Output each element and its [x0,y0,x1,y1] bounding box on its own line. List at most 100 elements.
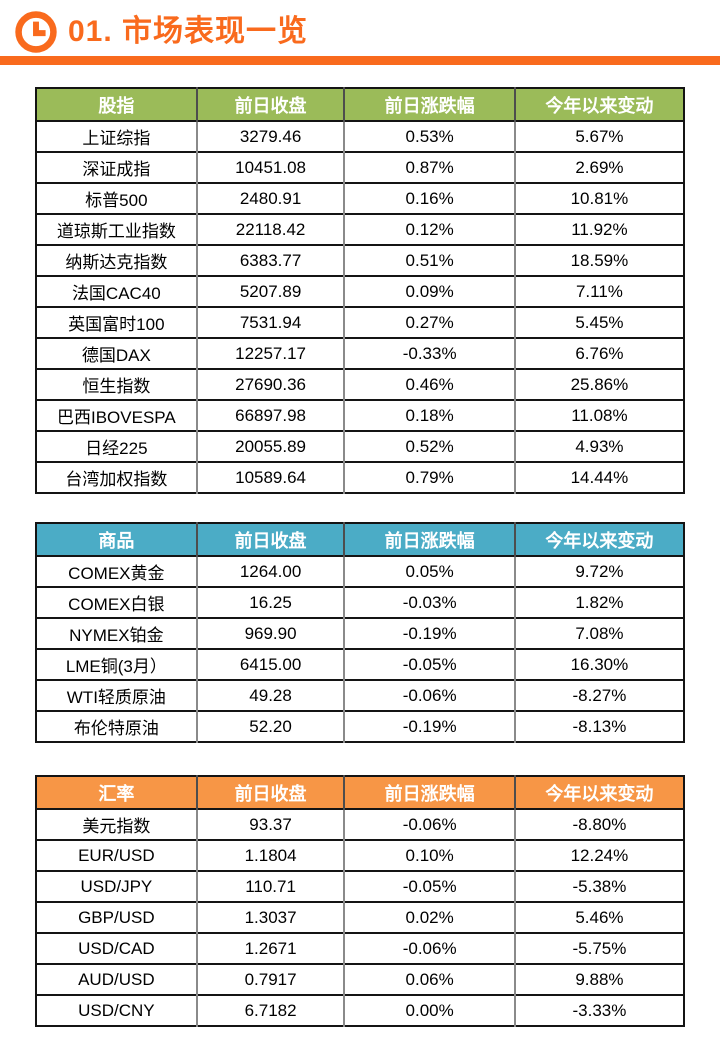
cell-value: 0.18% [343,399,515,431]
column-header: 今年以来变动 [513,776,684,809]
row-label: 德国DAX [36,337,197,369]
cell-value: 0.06% [343,963,515,995]
cell-value: 11.08% [513,399,684,431]
cell-value: 0.52% [343,430,515,462]
table-row: 美元指数 93.37 -0.06% -8.80% [36,808,684,840]
cell-value: -5.38% [513,870,684,902]
table-row: USD/CNY 6.7182 0.00% -3.33% [36,994,684,1026]
column-header: 今年以来变动 [513,523,684,556]
table-row: 道琼斯工业指数 22118.42 0.12% 11.92% [36,213,684,245]
row-label: 法国CAC40 [36,275,197,307]
column-header: 前日涨跌幅 [343,88,515,121]
cell-value: 1264.00 [195,555,345,587]
cell-value: 18.59% [513,244,684,276]
cell-value: -0.06% [343,808,515,840]
cell-value: 5207.89 [195,275,345,307]
cell-value: 2480.91 [195,182,345,214]
cell-value: 66897.98 [195,399,345,431]
cell-value: -0.19% [343,710,515,742]
table-row: NYMEX铂金 969.90 -0.19% 7.08% [36,617,684,649]
cell-value: 93.37 [195,808,345,840]
header-row: 商品 前日收盘 前日涨跌幅 今年以来变动 [36,523,684,556]
fx-rate-table-section: 汇率 前日收盘 前日涨跌幅 今年以来变动 美元指数 93.37 -0.06% -8.80% E… [35,775,685,1027]
cell-value: 16.25 [195,586,345,618]
cell-value: 5.46% [513,901,684,933]
fx-rate-table: 汇率 前日收盘 前日涨跌幅 今年以来变动 美元指数 93.37 -0.06% -8.80% E… [35,775,685,1027]
cell-value: 22118.42 [195,213,345,245]
row-label: 台湾加权指数 [36,461,197,493]
commodity-table: 商品 前日收盘 前日涨跌幅 今年以来变动 COMEX黄金 1264.00 0.05% 9.7… [35,522,685,743]
cell-value: 9.72% [513,555,684,587]
cell-value: -0.05% [343,648,515,680]
cell-value: 27690.36 [195,368,345,400]
table-row: 德国DAX 12257.17 -0.33% 6.76% [36,337,684,369]
row-label: 巴西IBOVESPA [36,399,197,431]
cell-value: 0.79% [343,461,515,493]
stock-index-table-section: 股指 前日收盘 前日涨跌幅 今年以来变动 上证综指 3279.46 0.53% 5.67% 深… [35,87,685,494]
cell-value: -8.13% [513,710,684,742]
column-header: 前日涨跌幅 [343,523,515,556]
table-row: COMEX白银 16.25 -0.03% 1.82% [36,586,684,618]
row-label: EUR/USD [36,839,197,871]
column-header: 汇率 [36,776,197,809]
row-label: 上证综指 [36,120,197,152]
table-row: 日经225 20055.89 0.52% 4.93% [36,430,684,462]
cell-value: 6.76% [513,337,684,369]
cell-value: 0.53% [343,120,515,152]
table-row: 上证综指 3279.46 0.53% 5.67% [36,120,684,152]
row-label: USD/CAD [36,932,197,964]
table-row: GBP/USD 1.3037 0.02% 5.46% [36,901,684,933]
column-header: 商品 [36,523,197,556]
row-label: 道琼斯工业指数 [36,213,197,245]
cell-value: 3279.46 [195,120,345,152]
row-label: 布伦特原油 [36,710,197,742]
cell-value: 0.51% [343,244,515,276]
column-header: 股指 [36,88,197,121]
table-row: USD/CAD 1.2671 -0.06% -5.75% [36,932,684,964]
cell-value: 6.7182 [195,994,345,1026]
cell-value: 0.12% [343,213,515,245]
row-label: USD/CNY [36,994,197,1026]
row-label: 日经225 [36,430,197,462]
table-row: AUD/USD 0.7917 0.06% 9.88% [36,963,684,995]
cell-value: -0.19% [343,617,515,649]
row-label: GBP/USD [36,901,197,933]
row-label: WTI轻质原油 [36,679,197,711]
cell-value: 0.7917 [195,963,345,995]
column-header: 前日收盘 [195,776,345,809]
header-row: 汇率 前日收盘 前日涨跌幅 今年以来变动 [36,776,684,809]
cell-value: 6383.77 [195,244,345,276]
cell-value: 25.86% [513,368,684,400]
cell-value: -0.06% [343,679,515,711]
cell-value: 52.20 [195,710,345,742]
cell-value: 11.92% [513,213,684,245]
table-row: LME铜(3月） 6415.00 -0.05% 16.30% [36,648,684,680]
cell-value: 2.69% [513,151,684,183]
cell-value: 0.09% [343,275,515,307]
cell-value: -0.03% [343,586,515,618]
cell-value: 0.16% [343,182,515,214]
cell-value: 0.10% [343,839,515,871]
table-row: 恒生指数 27690.36 0.46% 25.86% [36,368,684,400]
table-row: USD/JPY 110.71 -0.05% -5.38% [36,870,684,902]
cell-value: -8.27% [513,679,684,711]
cell-value: -0.06% [343,932,515,964]
cell-value: 10589.64 [195,461,345,493]
cell-value: 0.46% [343,368,515,400]
table-row: 巴西IBOVESPA 66897.98 0.18% 11.08% [36,399,684,431]
table-row: 台湾加权指数 10589.64 0.79% 14.44% [36,461,684,493]
table-row: 布伦特原油 52.20 -0.19% -8.13% [36,710,684,742]
column-header: 前日收盘 [195,88,345,121]
cell-value: 20055.89 [195,430,345,462]
cell-value: 6415.00 [195,648,345,680]
row-label: 纳斯达克指数 [36,244,197,276]
cell-value: 10.81% [513,182,684,214]
cell-value: 1.2671 [195,932,345,964]
row-label: 英国富时100 [36,306,197,338]
cell-value: 7.11% [513,275,684,307]
clock-icon [12,9,60,55]
row-label: LME铜(3月） [36,648,197,680]
cell-value: 0.27% [343,306,515,338]
cell-value: 969.90 [195,617,345,649]
row-label: 标普500 [36,182,197,214]
